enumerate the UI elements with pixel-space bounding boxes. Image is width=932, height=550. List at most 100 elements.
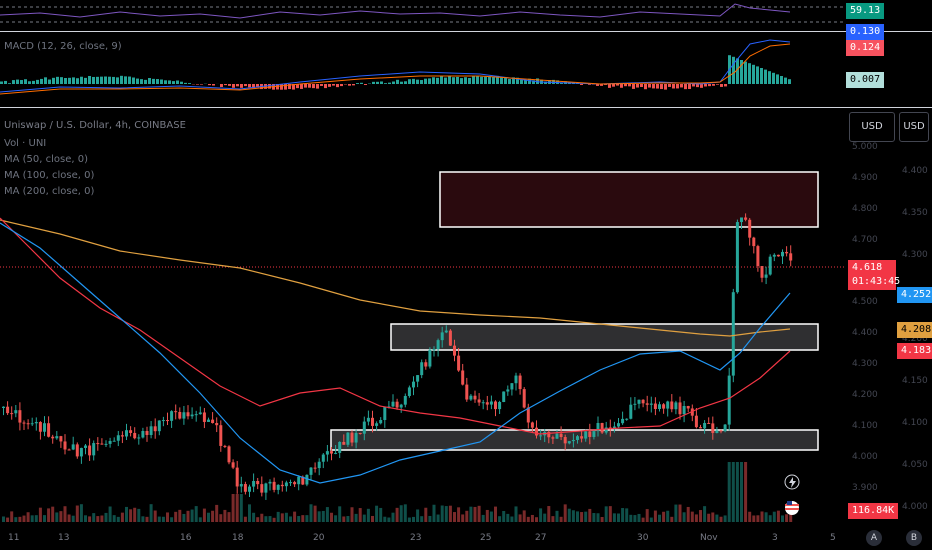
volume-bar: [38, 507, 42, 522]
currency-button-left[interactable]: USD: [849, 112, 895, 142]
macd-hist-bar: [212, 84, 215, 86]
macd-hist-bar: [508, 78, 511, 84]
volume-bar: [239, 494, 243, 522]
candle-body: [592, 431, 596, 437]
indicator-ma200[interactable]: MA (200, close, 0): [4, 186, 95, 197]
ma50-tag: 4.252: [897, 287, 932, 303]
macd-hist-bar: [52, 77, 55, 84]
pane-separator[interactable]: [0, 107, 932, 108]
volume-bar: [84, 515, 87, 522]
volume-bar: [108, 506, 112, 522]
time-axis-label: 25: [480, 533, 492, 543]
candle-body: [637, 399, 641, 404]
macd-hist-bar: [248, 84, 251, 88]
macd-hist-bar: [348, 84, 351, 86]
macd-hist-bar: [616, 84, 619, 86]
volume-bar: [215, 504, 219, 522]
candle-body: [79, 447, 83, 457]
macd-hist-bar: [436, 77, 439, 84]
macd-hist-bar: [640, 84, 643, 88]
macd-hist-bar: [784, 77, 787, 84]
indicator-ma100[interactable]: MA (100, close, 0): [4, 170, 95, 181]
time-axis-label: 3: [772, 533, 778, 543]
volume-bar: [629, 514, 633, 522]
volume-bar: [280, 513, 284, 522]
currency-button-right[interactable]: USD: [899, 112, 929, 142]
macd-hist-bar: [768, 71, 771, 84]
volume-bar: [174, 511, 178, 522]
volume-bar: [662, 511, 666, 522]
candle-body: [166, 420, 169, 422]
candle-body: [14, 410, 18, 414]
volume-bar: [653, 510, 657, 522]
candle-body: [227, 446, 231, 463]
candle-body: [625, 418, 629, 420]
volume-bar: [391, 512, 395, 522]
volume-bar: [428, 515, 432, 522]
macd-hist-bar: [732, 56, 735, 84]
scale-left-tick: 4.500: [852, 297, 878, 307]
macd-hist-bar: [688, 84, 691, 89]
volume-bar: [379, 507, 383, 522]
macd-hist-bar: [440, 75, 443, 84]
candle-body: [170, 411, 174, 421]
volume-bar: [6, 517, 10, 522]
macd-hist-bar: [460, 78, 463, 84]
volume-bar: [51, 506, 55, 522]
log-scale-button[interactable]: B: [906, 530, 922, 546]
macd-pane[interactable]: MACD (12, 26, close, 9) 0.130 0.124 0.00…: [0, 24, 932, 106]
volume-bar: [186, 510, 190, 522]
candle-body: [63, 441, 67, 450]
macd-hist-bar: [84, 77, 87, 84]
scale-right-tick: 4.150: [902, 376, 928, 386]
macd-hist-bar: [476, 76, 479, 84]
macd-hist-bar: [236, 84, 239, 87]
indicator-vol[interactable]: Vol · UNI: [4, 138, 47, 149]
time-axis[interactable]: 11 13 16 18 20 23 25 27 30 Nov 3 5 A B: [0, 530, 932, 550]
volume-bar: [26, 512, 30, 522]
candle-body: [535, 427, 538, 436]
main-chart-pane[interactable]: Uniswap / U.S. Dollar, 4h, COINBASE Vol …: [0, 108, 932, 530]
candle-body: [465, 384, 469, 400]
macd-hist-bar: [292, 84, 295, 90]
volume-bar: [284, 512, 288, 522]
candle-body: [403, 395, 407, 405]
macd-hist-bar: [256, 84, 259, 88]
pane-separator[interactable]: [0, 31, 932, 32]
macd-hist-bar: [464, 77, 467, 84]
volume-bar: [625, 508, 629, 522]
candle-body: [38, 422, 42, 432]
macd-hist-bar: [764, 69, 767, 84]
volume-bar: [518, 514, 522, 522]
volume-bar: [387, 517, 391, 522]
volume-bar: [781, 515, 784, 522]
candle-body: [391, 401, 395, 407]
volume-bar: [194, 506, 198, 522]
volume-bar: [75, 505, 79, 522]
candle-body: [510, 383, 514, 390]
macd-hist-bar: [720, 84, 723, 87]
candle-body: [748, 219, 752, 238]
volume-bar: [526, 516, 530, 522]
candle-body: [145, 431, 149, 435]
auto-scale-button[interactable]: A: [866, 530, 882, 546]
macd-hist-bar: [232, 84, 235, 88]
volume-bar: [289, 516, 292, 522]
ma50-line: [0, 222, 791, 484]
macd-hist-bar: [164, 80, 167, 84]
volume-bar: [576, 511, 579, 522]
macd-hist-bar: [468, 77, 471, 84]
candle-body: [325, 451, 329, 455]
volume-bar: [420, 516, 424, 522]
macd-hist-bar: [24, 79, 27, 84]
macd-hist-bar: [676, 84, 679, 89]
volume-bar: [621, 508, 625, 522]
candle-body: [518, 375, 522, 390]
volume-bar: [375, 505, 379, 522]
rsi-pane[interactable]: 59.13: [0, 0, 932, 30]
macd-hist-bar: [488, 76, 491, 84]
indicator-ma50[interactable]: MA (50, close, 0): [4, 154, 89, 165]
candle-body: [559, 433, 563, 438]
macd-hist-bar: [624, 84, 627, 87]
macd-hist-bar: [444, 77, 447, 84]
